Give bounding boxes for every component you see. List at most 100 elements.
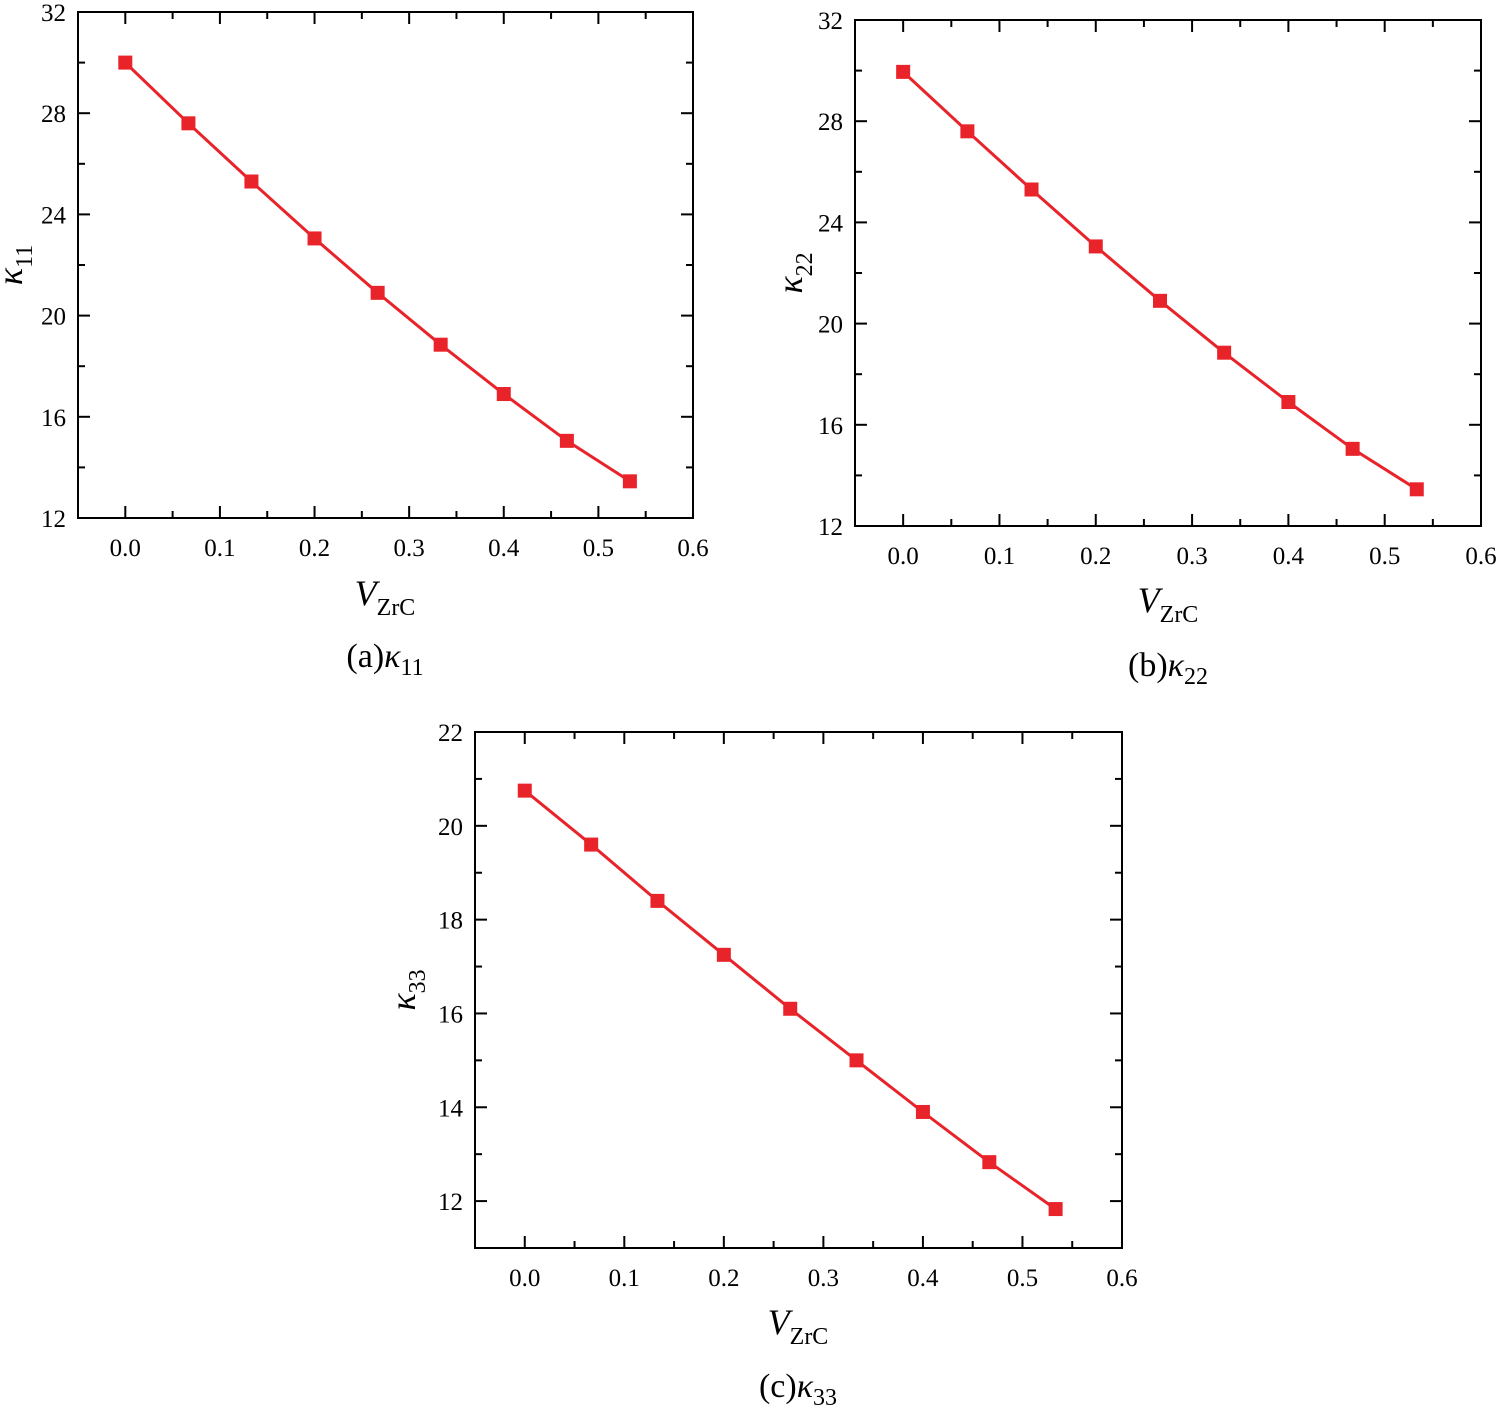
y-tick-label: 20 <box>438 814 463 841</box>
x-tick-label: 0.6 <box>1106 1265 1137 1292</box>
y-tick-label: 24 <box>818 210 844 237</box>
x-tick-label: 0.5 <box>1007 1265 1038 1292</box>
data-point-marker <box>370 285 385 300</box>
y-axis-title: κ33 <box>383 969 431 1010</box>
data-point-marker <box>896 64 911 79</box>
data-series <box>517 783 1063 1217</box>
caption-symbol: κ <box>384 638 401 675</box>
y-tick-label: 28 <box>41 101 66 128</box>
data-point-marker <box>1217 345 1232 360</box>
caption-subscript: 11 <box>400 655 423 681</box>
series-line <box>523 789 1057 1211</box>
x-axis-subscript: ZrC <box>1160 602 1199 628</box>
x-tick-label: 0.4 <box>488 535 520 562</box>
y-tick-label: 16 <box>438 1001 463 1028</box>
data-point-marker <box>849 1053 864 1068</box>
x-tick-label: 0.3 <box>1176 543 1207 570</box>
x-axis-symbol: V <box>1138 580 1164 620</box>
x-tick-label: 0.0 <box>509 1265 540 1292</box>
plot-frame <box>77 11 694 519</box>
caption-subscript: 22 <box>1184 664 1208 690</box>
panel-caption: (b)κ22 <box>1128 647 1208 690</box>
data-point-marker <box>559 433 574 448</box>
axis-ticks <box>78 11 694 519</box>
data-point-marker <box>1153 293 1168 308</box>
x-tick-label: 0.0 <box>110 535 141 562</box>
x-axis-symbol: V <box>355 573 381 613</box>
series-line <box>902 70 1418 491</box>
data-point-marker <box>181 116 196 131</box>
y-tick-label: 24 <box>41 202 67 229</box>
data-series <box>118 55 637 489</box>
data-point-marker <box>622 474 637 489</box>
plot-frame <box>474 731 1123 1249</box>
caption-subscript: 33 <box>813 1385 837 1411</box>
y-tick-labels: 12 16 20 24 28 32 <box>41 0 67 533</box>
x-axis-symbol: V <box>768 1302 794 1342</box>
x-tick-label: 0.3 <box>394 535 425 562</box>
y-axis-title: κ22 <box>770 252 818 293</box>
x-tick-label: 0.1 <box>984 543 1015 570</box>
y-tick-label: 14 <box>438 1095 464 1122</box>
x-tick-labels: 0.0 0.1 0.2 0.3 0.4 0.5 0.6 <box>110 535 709 562</box>
data-point-marker <box>433 337 448 352</box>
caption-prefix: (a) <box>346 638 384 675</box>
x-tick-label: 0.0 <box>888 543 919 570</box>
y-tick-labels: 12 14 16 18 20 22 <box>438 720 464 1216</box>
data-point-marker <box>307 231 322 246</box>
y-tick-label: 12 <box>41 506 66 533</box>
data-point-marker <box>1409 482 1424 497</box>
x-tick-label: 0.2 <box>708 1265 739 1292</box>
axis-ticks <box>855 19 1482 527</box>
x-tick-label: 0.1 <box>204 535 235 562</box>
y-axis-symbol: κ <box>383 993 423 1011</box>
x-tick-label: 0.4 <box>1273 543 1305 570</box>
y-axis-subscript: 22 <box>792 252 818 276</box>
plot-frame <box>854 19 1482 527</box>
y-tick-labels: 12 16 20 24 28 32 <box>818 8 844 541</box>
data-point-marker <box>118 55 133 70</box>
y-tick-label: 20 <box>41 304 66 331</box>
panel-caption: (a)κ11 <box>346 638 423 681</box>
data-point-marker <box>1088 239 1103 254</box>
x-tick-label: 0.1 <box>609 1265 640 1292</box>
y-tick-label: 22 <box>438 720 463 747</box>
x-tick-label: 0.4 <box>907 1265 939 1292</box>
data-point-marker <box>650 893 665 908</box>
y-tick-label: 12 <box>818 514 843 541</box>
data-point-marker <box>982 1155 997 1170</box>
y-axis-subscript: 11 <box>12 245 38 268</box>
data-point-marker <box>584 837 599 852</box>
y-tick-label: 12 <box>438 1189 463 1216</box>
data-point-marker <box>783 1001 798 1016</box>
y-tick-label: 32 <box>41 0 66 27</box>
y-axis-subscript: 33 <box>405 969 431 993</box>
x-tick-label: 0.2 <box>299 535 330 562</box>
data-point-marker <box>1048 1202 1063 1217</box>
x-tick-label: 0.6 <box>677 535 708 562</box>
x-tick-label: 0.2 <box>1080 543 1111 570</box>
series-line <box>124 61 631 483</box>
y-tick-label: 32 <box>818 8 843 35</box>
x-tick-label: 0.5 <box>1369 543 1400 570</box>
x-tick-label: 0.3 <box>808 1265 839 1292</box>
x-tick-label: 0.6 <box>1465 543 1496 570</box>
y-axis-symbol: κ <box>770 276 810 294</box>
data-point-marker <box>1281 395 1296 410</box>
data-point-marker <box>1024 182 1039 197</box>
y-axis-symbol: κ <box>0 267 30 285</box>
x-axis-title: VZrC <box>768 1302 829 1350</box>
x-axis-subscript: ZrC <box>377 595 416 621</box>
x-tick-label: 0.5 <box>583 535 614 562</box>
caption-symbol: κ <box>797 1368 814 1405</box>
panel-caption: (c)κ33 <box>759 1368 837 1411</box>
y-tick-label: 18 <box>438 908 463 935</box>
x-axis-subscript: ZrC <box>790 1324 829 1350</box>
caption-symbol: κ <box>1168 647 1185 684</box>
data-point-marker <box>960 124 975 139</box>
data-point-marker <box>517 783 532 798</box>
